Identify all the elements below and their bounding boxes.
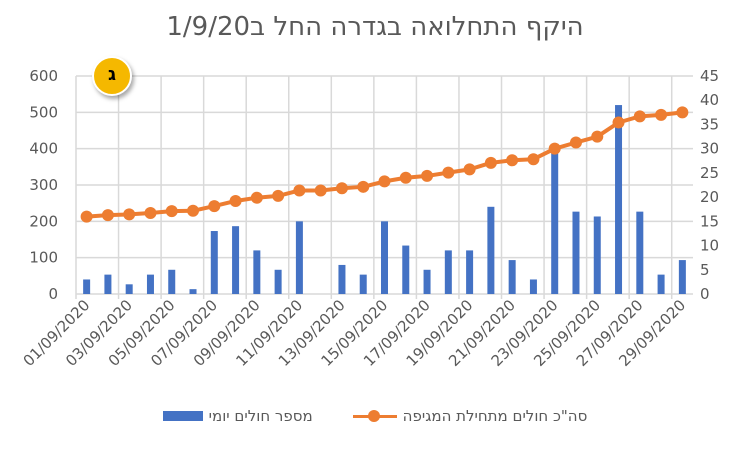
series-line xyxy=(86,110,683,219)
y-left-tick-label: 100 xyxy=(29,249,58,267)
y-right-tick-label: 35 xyxy=(700,115,719,133)
line-point xyxy=(378,175,391,188)
bar xyxy=(551,153,559,294)
audio-badge-icon[interactable]: ג xyxy=(92,56,132,96)
line-point xyxy=(548,142,561,155)
bar xyxy=(210,231,218,294)
line-point xyxy=(250,191,263,204)
line-point xyxy=(208,200,221,213)
bar xyxy=(168,269,176,294)
legend-item-cumulative[interactable]: סה"כ חולים מתחילת המגיפה xyxy=(352,407,588,425)
line-point xyxy=(591,130,604,143)
line-point xyxy=(655,108,668,121)
line-point xyxy=(165,205,178,218)
legend-line-marker-icon xyxy=(352,409,397,423)
legend-item-daily[interactable]: מספר חולים יומי xyxy=(162,407,313,425)
bar xyxy=(508,260,516,294)
line-point xyxy=(335,182,348,195)
bar xyxy=(359,274,367,294)
y-left-tick-label: 0 xyxy=(48,285,58,303)
line-point xyxy=(527,153,540,166)
legend-daily-label: מספר חולים יומי xyxy=(208,407,313,425)
bar xyxy=(615,105,623,294)
line-point xyxy=(80,210,93,223)
line-point xyxy=(144,206,157,219)
bar xyxy=(572,211,580,294)
y-right-tick-label: 20 xyxy=(700,188,719,206)
bar xyxy=(402,245,410,294)
bar xyxy=(444,250,452,294)
bar xyxy=(338,264,346,294)
bar xyxy=(104,274,112,294)
y-left-tick-label: 200 xyxy=(29,212,58,230)
line-point xyxy=(676,106,689,119)
line-point xyxy=(357,180,370,193)
bar xyxy=(466,250,474,294)
bar xyxy=(657,274,665,294)
legend: סה"כ חולים מתחילת המגיפה מספר חולים יומי xyxy=(0,407,750,425)
bar xyxy=(423,269,431,294)
line-point xyxy=(484,156,497,169)
bar xyxy=(678,260,686,294)
line-point xyxy=(442,166,455,179)
y-right-tick-label: 30 xyxy=(700,140,719,158)
bar xyxy=(83,279,91,294)
y-right-tick-label: 15 xyxy=(700,212,719,230)
bar xyxy=(189,289,197,294)
line-point xyxy=(612,116,625,129)
line-point xyxy=(506,154,519,167)
line-point xyxy=(293,184,306,197)
line-point xyxy=(569,136,582,149)
line-point xyxy=(421,169,434,182)
bar xyxy=(125,284,133,294)
bar xyxy=(529,279,537,294)
bar xyxy=(232,226,240,294)
line-point xyxy=(463,163,476,176)
bar xyxy=(274,269,282,294)
bar xyxy=(146,274,154,294)
y-left-tick-label: 400 xyxy=(29,140,58,158)
y-right-tick-label: 45 xyxy=(700,67,719,85)
bar xyxy=(253,250,261,294)
y-left-tick-label: 300 xyxy=(29,176,58,194)
y-right-tick-label: 10 xyxy=(700,237,719,255)
legend-cumulative-label: סה"כ חולים מתחילת המגיפה xyxy=(402,407,588,425)
line-point xyxy=(314,184,327,197)
bar xyxy=(593,216,601,294)
line-point xyxy=(272,189,285,202)
y-left-tick-label: 600 xyxy=(29,67,58,85)
y-right-tick-label: 5 xyxy=(700,261,710,279)
bar xyxy=(487,206,495,294)
chart-title: היקף התחלואה בגדרה החל ב1/9/20 xyxy=(166,12,584,42)
y-right-tick-label: 0 xyxy=(700,285,710,303)
line-point xyxy=(229,194,242,207)
line-point xyxy=(399,171,412,184)
bar xyxy=(381,221,388,294)
line-point xyxy=(123,208,136,221)
legend-bar-swatch-icon xyxy=(162,411,203,421)
line-point xyxy=(633,110,646,123)
line-point xyxy=(101,209,114,222)
y-right-tick-label: 25 xyxy=(700,164,719,182)
line-point xyxy=(187,204,200,217)
bar xyxy=(295,221,303,294)
y-left-tick-label: 500 xyxy=(29,103,58,121)
bar xyxy=(636,211,644,294)
y-right-tick-label: 40 xyxy=(700,91,719,109)
